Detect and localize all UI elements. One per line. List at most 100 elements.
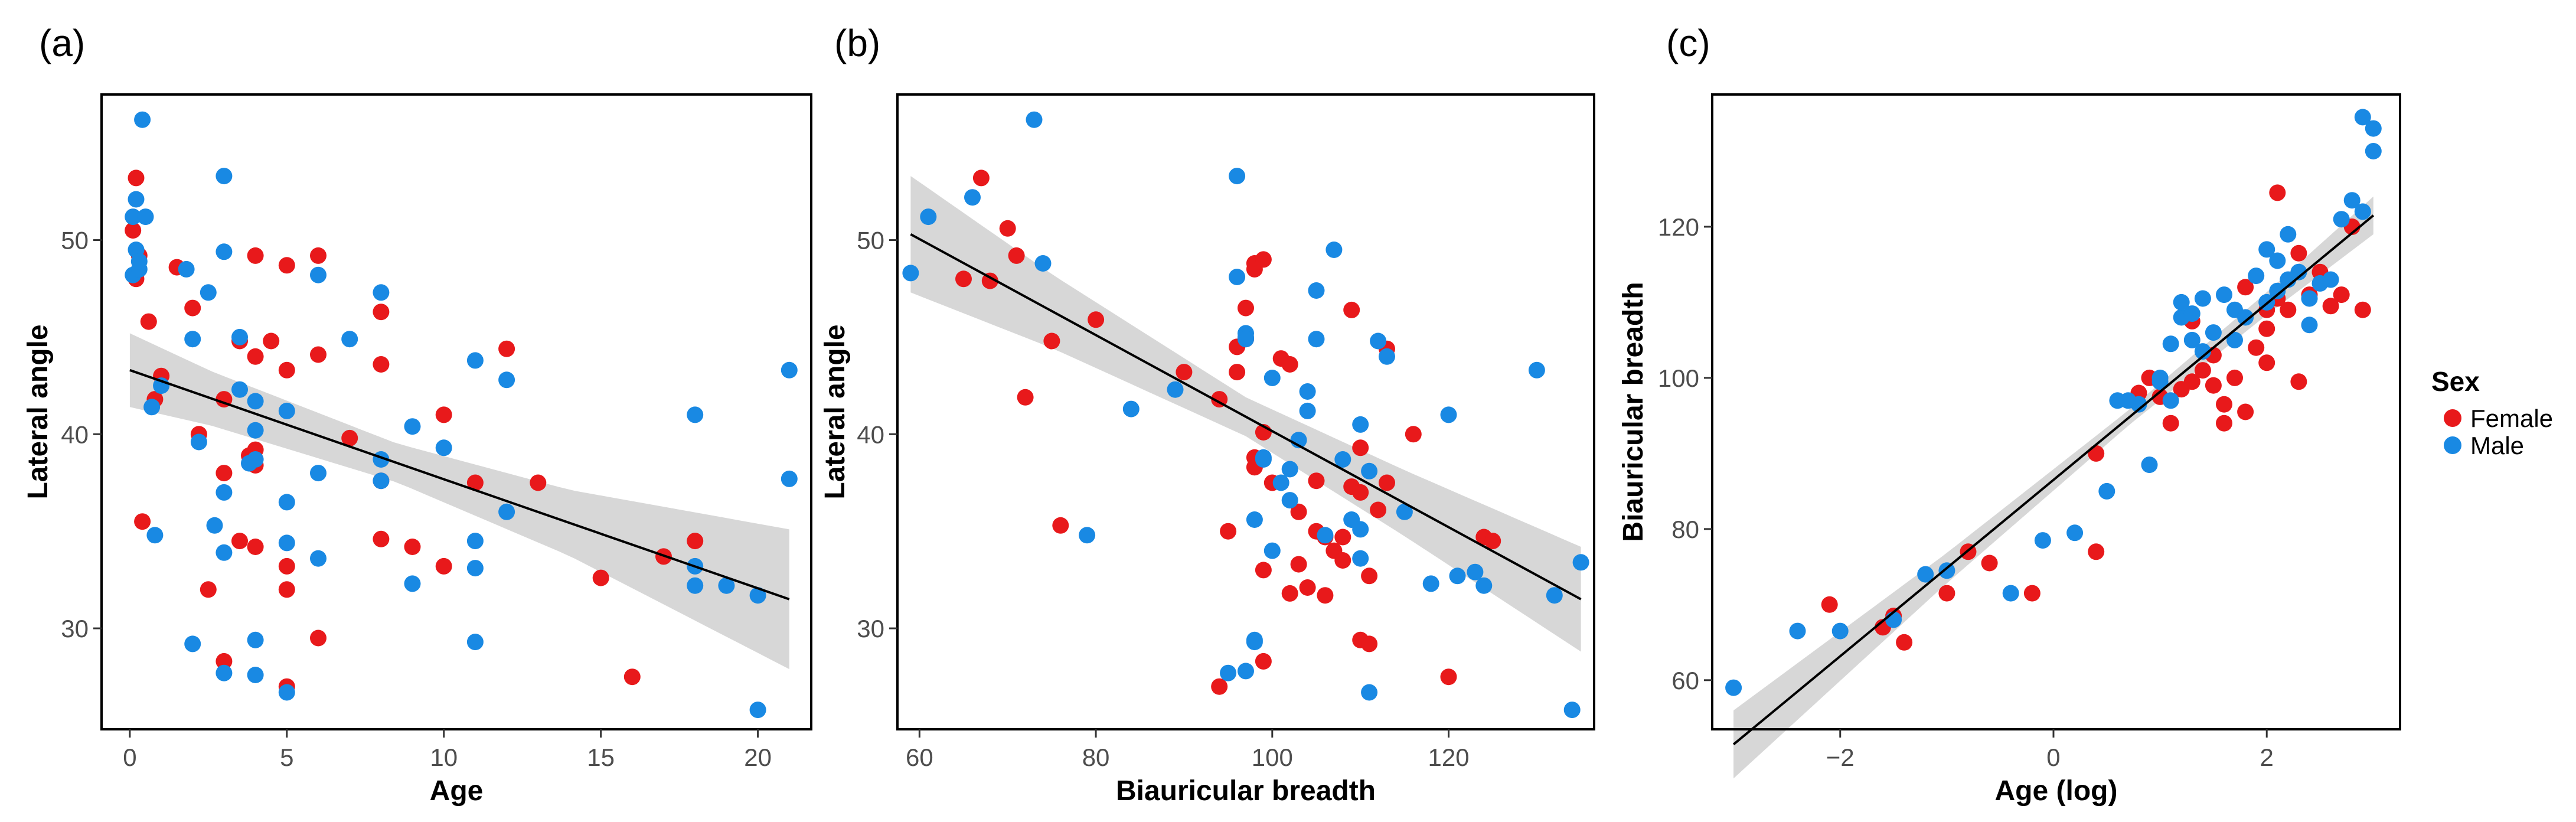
- data-point: [140, 313, 157, 330]
- data-point: [435, 406, 452, 423]
- data-point: [435, 439, 452, 456]
- data-point: [125, 222, 142, 239]
- data-point: [2216, 286, 2232, 304]
- data-point: [1896, 634, 1913, 651]
- data-point: [404, 539, 421, 555]
- data-point: [1246, 511, 1263, 528]
- plot-frame: [1711, 93, 2401, 730]
- data-point: [404, 418, 421, 435]
- data-point: [184, 331, 201, 348]
- confidence-band: [910, 176, 1581, 652]
- legend-male-key: [2444, 436, 2461, 454]
- data-point: [341, 331, 358, 348]
- data-point: [231, 328, 248, 345]
- series-male: [902, 111, 1589, 719]
- data-point: [1789, 622, 1806, 640]
- data-point: [2258, 320, 2275, 337]
- data-point: [190, 433, 207, 451]
- panel-2: (b) 60 80 100 120 30 40 50 Biauricular breadth La…: [820, 22, 1595, 807]
- data-point: [1449, 567, 1466, 585]
- data-point: [2162, 415, 2179, 432]
- data-point: [2280, 301, 2297, 318]
- data-point: [1563, 702, 1581, 719]
- data-point: [2194, 343, 2211, 360]
- legend-title: Sex: [2431, 366, 2480, 397]
- x-tick-label: 15: [587, 743, 615, 771]
- data-point: [2194, 362, 2211, 379]
- data-point: [687, 406, 704, 423]
- x-axis-title: Age: [430, 775, 484, 807]
- data-point: [1281, 585, 1298, 602]
- data-point: [1361, 462, 1378, 480]
- plot-frame: [896, 93, 1595, 730]
- data-point: [498, 371, 515, 389]
- data-point: [1352, 439, 1369, 456]
- y-tick-label: 40: [61, 420, 89, 448]
- data-point: [1317, 527, 1334, 544]
- data-point: [2301, 317, 2318, 334]
- data-point: [1272, 474, 1289, 491]
- data-point: [1229, 269, 1246, 285]
- data-point: [137, 208, 154, 226]
- data-point: [1352, 484, 1369, 501]
- data-point: [1017, 389, 1034, 406]
- data-point: [902, 265, 919, 282]
- data-point: [1334, 552, 1351, 569]
- data-point: [466, 560, 484, 577]
- data-point: [749, 702, 766, 719]
- data-point: [2141, 456, 2158, 474]
- data-point: [1334, 529, 1351, 546]
- data-point: [1281, 461, 1298, 478]
- data-point: [373, 284, 390, 301]
- data-point: [2290, 263, 2307, 280]
- legend-female-key: [2444, 409, 2461, 427]
- data-point: [1343, 301, 1360, 318]
- data-point: [2088, 445, 2105, 462]
- data-point: [200, 284, 217, 301]
- data-point: [2002, 585, 2019, 602]
- data-point: [1263, 370, 1281, 386]
- confidence-band: [129, 333, 789, 670]
- regression-line: [1732, 214, 2375, 746]
- x-tick-label: 100: [1252, 743, 1293, 771]
- data-point: [310, 346, 327, 363]
- data-point: [216, 544, 233, 561]
- data-point: [718, 577, 735, 594]
- data-point: [278, 557, 295, 575]
- y-axis-title: Lateral angle: [820, 324, 851, 499]
- data-point: [134, 513, 151, 530]
- data-point: [1263, 542, 1281, 559]
- data-point: [623, 668, 641, 686]
- y-tick-label: 60: [1671, 667, 1699, 694]
- data-point: [200, 581, 217, 598]
- data-point: [373, 356, 390, 373]
- data-point: [1088, 311, 1105, 328]
- data-point: [2365, 120, 2382, 137]
- data-point: [1440, 406, 1457, 423]
- data-point: [2290, 373, 2307, 390]
- data-point: [1361, 635, 1378, 653]
- data-point: [2237, 309, 2254, 326]
- data-point: [278, 402, 295, 419]
- panel-label: (a): [39, 22, 85, 64]
- data-point: [2226, 331, 2243, 348]
- data-point: [1422, 575, 1439, 592]
- data-point: [1299, 579, 1316, 596]
- data-point: [1917, 566, 1934, 583]
- data-point: [216, 653, 233, 670]
- panel-1: (a) 0 5 10 15 20 30 40 50 Age Lateral angle: [22, 22, 812, 807]
- data-point: [216, 465, 233, 482]
- data-point: [781, 470, 798, 487]
- x-tick-label: 10: [430, 743, 458, 771]
- data-point: [2183, 305, 2200, 322]
- data-point: [1299, 402, 1316, 419]
- data-point: [216, 664, 233, 681]
- x-tick-label: 2: [2260, 743, 2274, 771]
- data-point: [1211, 678, 1228, 695]
- data-point: [247, 539, 264, 555]
- x-tick-label: 0: [2046, 743, 2060, 771]
- data-point: [2237, 403, 2254, 420]
- data-point: [2354, 301, 2371, 318]
